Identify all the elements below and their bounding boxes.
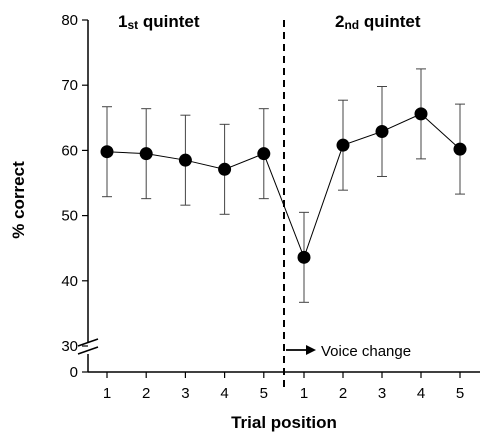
data-point bbox=[178, 153, 192, 167]
data-point bbox=[297, 250, 311, 264]
group-label-1-suffix-st: st bbox=[127, 18, 138, 32]
group-label-2-number: 2 bbox=[335, 12, 344, 31]
y-tick-label: 70 bbox=[61, 77, 78, 94]
y-axis-break-marker bbox=[77, 338, 99, 355]
group-label-2: 2nd quintet bbox=[335, 12, 421, 32]
y-tick-label: 40 bbox=[61, 273, 78, 290]
x-tick-label: 4 bbox=[220, 385, 228, 402]
y-tick-label: 60 bbox=[61, 142, 78, 159]
data-points bbox=[100, 107, 467, 264]
error-bars bbox=[102, 68, 465, 303]
voice-change-label: Voice change bbox=[321, 343, 411, 360]
data-point bbox=[453, 142, 467, 156]
data-point bbox=[336, 138, 350, 152]
group-label-2-suffix-nd: nd bbox=[344, 18, 359, 32]
x-ticks: 1 2 3 4 5 1 2 3 4 5 bbox=[103, 372, 464, 402]
group-label-2-suffix-rest: quintet bbox=[359, 12, 421, 31]
x-tick-label: 1 bbox=[300, 385, 308, 402]
y-tick-label: 0 bbox=[70, 364, 78, 381]
group-label-1-number: 1 bbox=[118, 12, 127, 31]
svg-text:1st quintet: 1st quintet bbox=[118, 12, 200, 32]
group-label-1-suffix-rest: quintet bbox=[138, 12, 200, 31]
y-tick-label: 30 bbox=[61, 338, 78, 355]
y-axis-title: % correct bbox=[9, 161, 28, 239]
x-tick-label: 5 bbox=[456, 385, 464, 402]
voice-change-arrowhead-icon bbox=[306, 345, 316, 355]
x-tick-label: 1 bbox=[103, 385, 111, 402]
y-tick-label: 80 bbox=[61, 12, 78, 29]
x-tick-label: 3 bbox=[181, 385, 189, 402]
x-axis-title: Trial position bbox=[231, 413, 337, 432]
axes bbox=[77, 20, 480, 373]
data-point bbox=[100, 145, 114, 159]
y-ticks: 80 70 60 50 40 30 0 bbox=[61, 12, 88, 381]
x-tick-label: 4 bbox=[417, 385, 425, 402]
data-point bbox=[414, 107, 428, 121]
x-tick-label: 3 bbox=[378, 385, 386, 402]
data-point bbox=[218, 162, 232, 176]
group-label-1: 1st quintet bbox=[118, 12, 200, 32]
x-tick-label: 2 bbox=[339, 385, 347, 402]
data-point bbox=[375, 124, 389, 138]
y-tick-label: 50 bbox=[61, 208, 78, 225]
x-tick-label: 5 bbox=[260, 385, 268, 402]
data-point bbox=[139, 147, 153, 161]
data-point bbox=[257, 147, 271, 161]
svg-text:2nd quintet: 2nd quintet bbox=[335, 12, 421, 32]
x-tick-label: 2 bbox=[142, 385, 150, 402]
voice-change-annotation: Voice change bbox=[286, 343, 411, 360]
series-line bbox=[106, 113, 461, 259]
